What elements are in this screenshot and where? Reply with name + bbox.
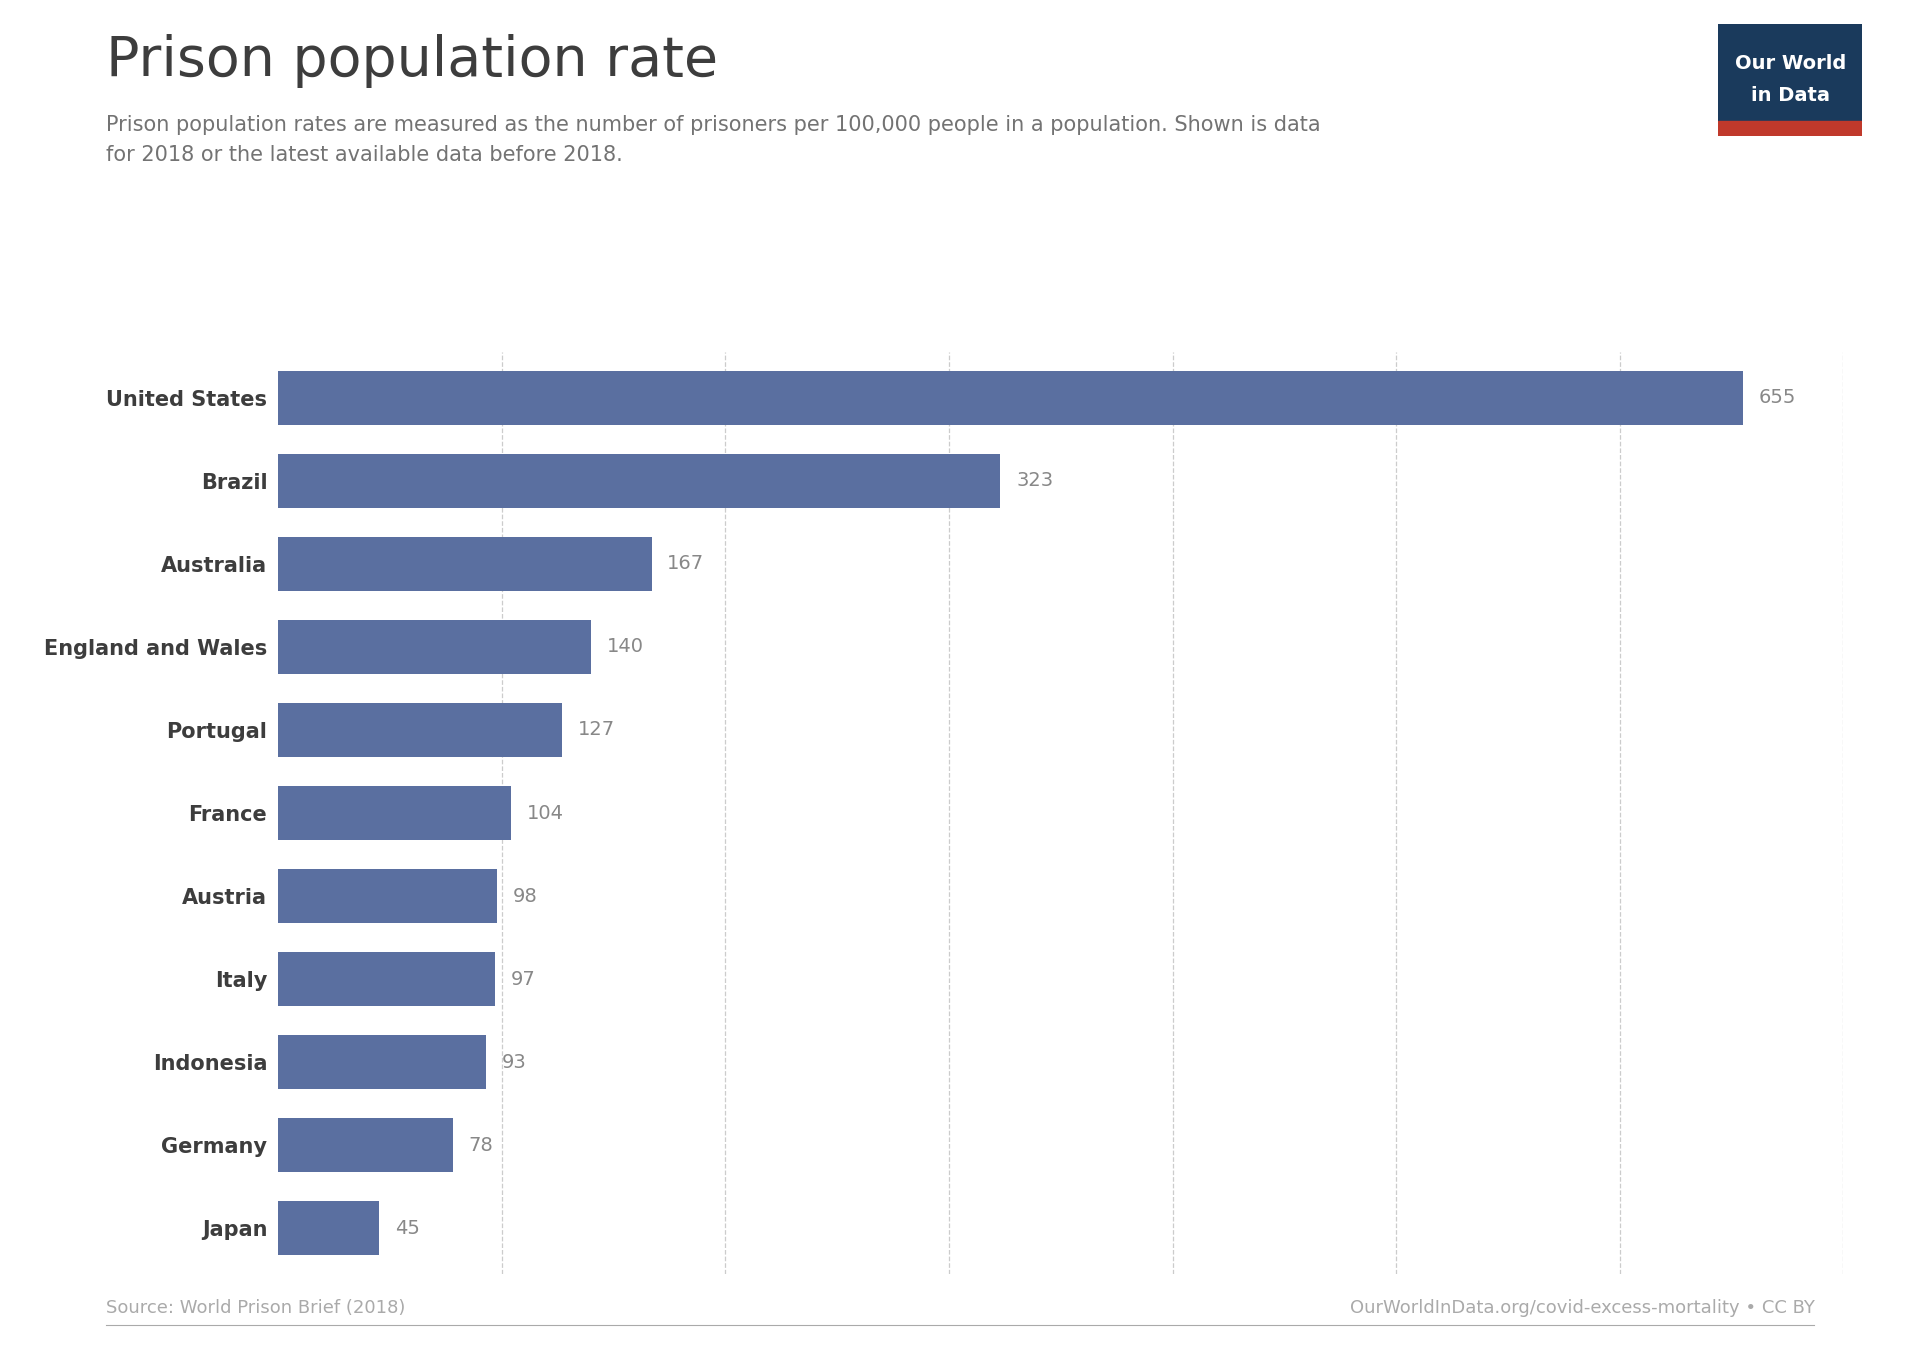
Text: for 2018 or the latest available data before 2018.: for 2018 or the latest available data be… [106,145,622,165]
Text: 98: 98 [513,886,538,905]
Text: Source: World Prison Brief (2018): Source: World Prison Brief (2018) [106,1299,405,1317]
Text: 93: 93 [501,1053,526,1072]
Bar [278,703,563,757]
Text: 127: 127 [578,721,614,740]
Text: 45: 45 [396,1218,419,1237]
Text: 655: 655 [1759,389,1795,408]
Text: Our World: Our World [1736,54,1845,73]
Bar [278,1118,453,1172]
Text: 104: 104 [526,804,564,822]
Bar [278,537,651,591]
Bar [278,371,1743,425]
Bar [278,869,497,923]
Bar [278,454,1000,508]
Bar [278,786,511,840]
Bar [278,1035,486,1089]
Text: 167: 167 [668,554,705,573]
Bar [278,953,495,1005]
Text: 78: 78 [468,1135,493,1154]
Text: in Data: in Data [1751,85,1830,104]
Text: Prison population rates are measured as the number of prisoners per 100,000 peop: Prison population rates are measured as … [106,115,1321,136]
Text: OurWorldInData.org/covid-excess-mortality • CC BY: OurWorldInData.org/covid-excess-mortalit… [1350,1299,1814,1317]
Text: 140: 140 [607,637,643,656]
Text: 323: 323 [1016,472,1054,491]
Text: Prison population rate: Prison population rate [106,34,718,88]
Bar [1718,121,1862,136]
Bar [278,621,591,673]
Bar [278,1201,378,1255]
Text: 97: 97 [511,970,536,989]
